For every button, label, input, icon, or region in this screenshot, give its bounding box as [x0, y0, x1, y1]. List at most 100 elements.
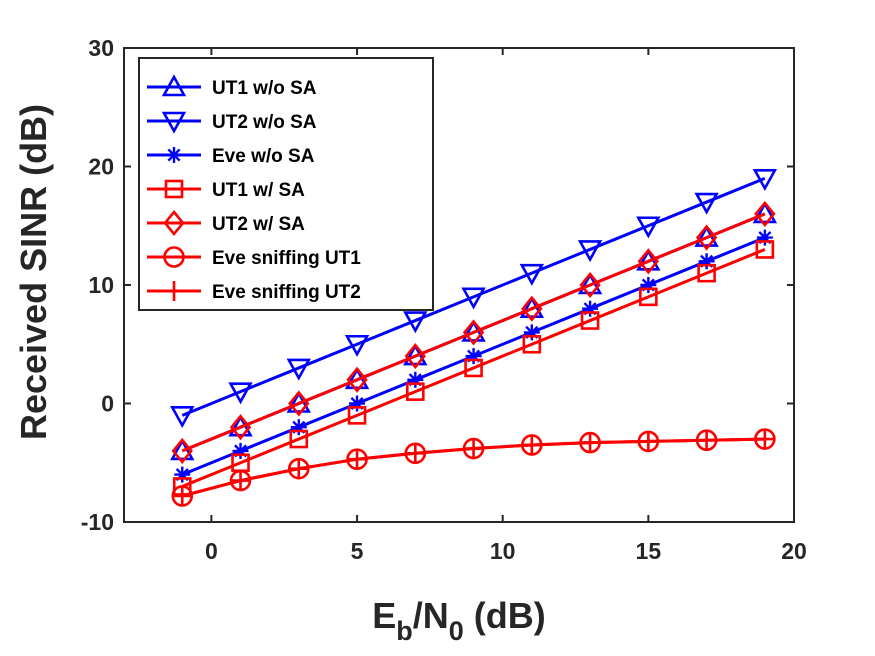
legend-entry: UT2 w/ SA: [147, 209, 305, 237]
legend-entry: UT1 w/o SA: [147, 74, 317, 99]
x-tick-label: 15: [636, 538, 662, 564]
series-point: [289, 429, 309, 449]
series-point: [172, 485, 193, 506]
series-point: [695, 224, 718, 251]
x-label-sub2: 0: [449, 616, 464, 646]
series-point: [523, 324, 540, 341]
x-tick-label: 5: [351, 538, 364, 564]
series-point: [465, 348, 482, 365]
series-point: [697, 263, 716, 283]
series-point: [230, 470, 251, 491]
series-7: [172, 429, 775, 506]
series-point: [290, 419, 307, 436]
series-point: [170, 406, 195, 429]
series-point: [577, 240, 603, 263]
series-point: [694, 192, 719, 215]
x-label-base: E: [372, 595, 396, 636]
series-point: [696, 430, 717, 451]
x-tick-label: 20: [781, 538, 807, 564]
x-axis-label: Eb/N0 (dB): [372, 595, 546, 646]
series-point: [461, 287, 486, 310]
y-tick-label: 10: [88, 272, 114, 298]
series-point: [754, 200, 776, 227]
series-point: [407, 371, 424, 388]
legend-entry: Eve sniffing UT1: [147, 246, 361, 269]
plot-frame: [123, 47, 795, 523]
legend-marker: [164, 281, 184, 301]
x-label-tail: (dB): [464, 595, 546, 636]
series-point: [344, 334, 370, 357]
series-point: [171, 437, 193, 464]
legend-box: [138, 57, 434, 311]
x-label-mid: /N: [413, 595, 449, 636]
series-point: [232, 442, 249, 459]
series-point: [580, 432, 601, 453]
legend-label: Eve sniffing UT2: [212, 282, 361, 303]
series-point: [752, 169, 778, 192]
series-point: [349, 395, 366, 412]
legend-label: Eve sniffing UT1: [212, 248, 361, 269]
series-point: [754, 429, 775, 450]
series-5: [171, 200, 776, 464]
series-point: [582, 300, 599, 317]
series-point: [288, 458, 309, 479]
y-tick-label: -10: [81, 509, 114, 535]
series-point: [462, 319, 485, 346]
legend-entry: Eve w/o SA: [147, 146, 315, 167]
series-line: [181, 248, 766, 488]
y-axis-label: Received SINR (dB): [13, 104, 54, 440]
series-point: [638, 431, 659, 452]
series-point: [698, 253, 715, 270]
series-point: [228, 382, 253, 405]
series-point: [522, 334, 542, 354]
legend-marker: [163, 209, 185, 237]
legend-marker: [164, 179, 184, 199]
series-point: [752, 201, 778, 224]
series-point: [405, 443, 426, 464]
x-tick-label: 10: [490, 538, 516, 564]
series-point: [636, 216, 661, 239]
legend-marker: [161, 111, 187, 134]
series-point: [174, 466, 191, 483]
series-line: [181, 212, 766, 453]
series-2: [170, 169, 778, 429]
legend-entry: UT1 w/ SA: [147, 179, 305, 201]
series-4: [172, 240, 775, 496]
series-point: [464, 358, 483, 378]
legend-label: UT2 w/o SA: [212, 112, 317, 133]
y-tick-label: 20: [88, 154, 114, 180]
series-point: [521, 434, 542, 455]
series-point: [288, 390, 310, 417]
series-point: [406, 382, 425, 401]
series-point: [347, 406, 367, 425]
ticks-layer: 0 5 10 15 20 -10 0 10 20 30: [81, 35, 807, 564]
legend-label: Eve w/o SA: [212, 146, 315, 167]
legend-marker: [166, 147, 182, 163]
y-tick-label: 0: [101, 391, 114, 417]
series-point: [639, 287, 658, 307]
legend-marker: [163, 246, 185, 268]
legend-entry: Eve sniffing UT2: [147, 281, 361, 303]
legend: UT1 w/o SA UT2 w/o SA Eve w/o SA UT1 w/ SA U…: [138, 57, 434, 311]
y-tick-label: 30: [88, 35, 114, 61]
legend-entry: UT2 w/o SA: [147, 111, 317, 134]
series-point: [756, 229, 773, 246]
series-point: [519, 263, 545, 286]
series-point: [229, 414, 252, 441]
legend-marker: [161, 74, 187, 97]
series-point: [521, 295, 543, 322]
series-line: [181, 176, 766, 417]
series-point: [403, 311, 428, 334]
legend-label: UT1 w/ SA: [212, 180, 305, 201]
series-point: [463, 438, 484, 459]
series-layer: [170, 169, 778, 507]
series-point: [755, 240, 775, 259]
x-tick-label: 0: [205, 538, 218, 564]
series-point: [404, 343, 426, 370]
series-point: [579, 271, 601, 299]
legend-label: UT1 w/o SA: [212, 78, 317, 99]
series-point: [640, 277, 657, 293]
series-point: [346, 366, 368, 393]
series-point: [580, 311, 600, 330]
